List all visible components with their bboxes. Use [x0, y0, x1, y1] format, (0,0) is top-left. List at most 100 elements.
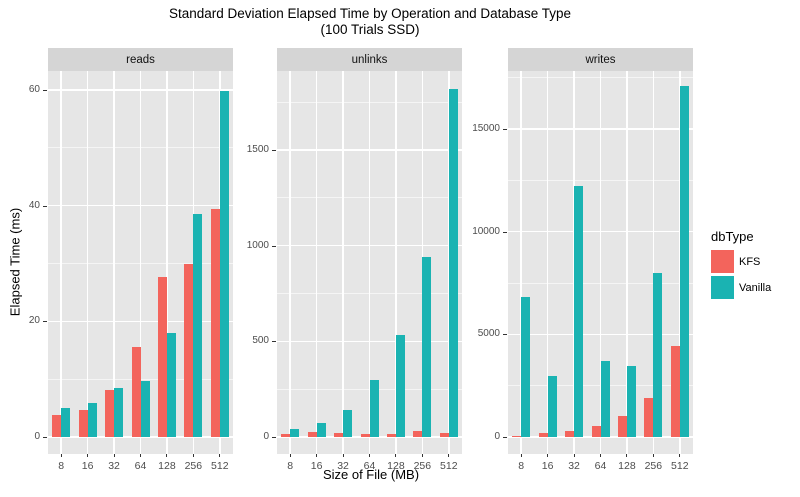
bar-writes-vanilla-32 [574, 185, 584, 437]
x-tick-label: 512 [671, 460, 689, 472]
facet-panel-writes [508, 71, 693, 454]
legend-key-vanilla: Vanilla [711, 276, 799, 299]
bar-unlinks-vanilla-512 [448, 88, 458, 437]
facet-strip-unlinks: unlinks [277, 48, 462, 71]
bar-unlinks-vanilla-256 [422, 257, 432, 437]
x-axis-tick [547, 454, 549, 457]
bar-writes-vanilla-128 [626, 366, 636, 437]
bar-writes-vanilla-512 [679, 86, 689, 437]
bar-reads-vanilla-32 [114, 388, 124, 437]
x-axis-tick [113, 454, 115, 457]
bar-unlinks-kfs-256 [413, 430, 423, 437]
bar-unlinks-kfs-16 [307, 431, 317, 437]
bar-writes-vanilla-64 [600, 361, 610, 437]
bar-unlinks-kfs-512 [439, 433, 449, 437]
x-axis-tick [342, 454, 344, 457]
chart-title-line1: Standard Deviation Elapsed Time by Opera… [168, 6, 571, 21]
bar-unlinks-vanilla-64 [369, 379, 379, 437]
legend-title: dbType [711, 229, 754, 244]
gridline-major-v [395, 71, 397, 454]
bar-writes-vanilla-16 [547, 375, 557, 437]
x-axis-tick [192, 454, 194, 457]
x-tick-label: 32 [108, 460, 120, 472]
x-axis-tick [421, 454, 423, 457]
gridline-major-v [342, 71, 344, 454]
bar-writes-kfs-64 [591, 425, 601, 437]
x-tick-label: 256 [413, 460, 432, 472]
gridline-major-v [315, 71, 318, 454]
y-tick-label: 500 [252, 335, 269, 347]
bar-writes-kfs-8 [512, 435, 522, 437]
x-axis-tick [60, 454, 62, 457]
y-tick-label: 0 [263, 431, 269, 442]
x-axis-tick [448, 454, 450, 457]
x-axis-tick [289, 454, 291, 457]
x-axis-tick [679, 454, 681, 457]
bar-writes-kfs-128 [617, 416, 627, 437]
x-tick-label: 64 [363, 460, 376, 472]
x-tick-label: 16 [310, 460, 323, 472]
facet-strip-writes: writes [508, 48, 693, 71]
x-axis-tick [600, 454, 601, 457]
bar-reads-vanilla-128 [166, 332, 176, 437]
gridline-major-v [626, 71, 628, 454]
bar-reads-kfs-32 [105, 390, 115, 437]
gridline-major-v [60, 71, 62, 454]
x-axis-title: Size of File (MB) [322, 467, 420, 482]
bar-reads-vanilla-16 [87, 402, 97, 437]
y-tick-label: 10000 [472, 225, 500, 237]
y-axis-tick [272, 149, 276, 151]
x-axis-tick [219, 454, 221, 457]
chart-title: Standard Deviation Elapsed Time by Opera… [40, 6, 700, 38]
bar-reads-vanilla-8 [61, 407, 71, 437]
y-axis-title: Elapsed Time (ms) [7, 207, 23, 317]
bar-reads-kfs-8 [52, 415, 62, 437]
gridline-major-v [520, 71, 522, 454]
bar-unlinks-kfs-64 [360, 434, 370, 437]
y-axis-tick [43, 205, 47, 207]
x-tick-label: 8 [518, 460, 525, 472]
x-tick-label: 8 [287, 460, 294, 472]
x-axis-tick [316, 454, 318, 457]
x-axis-tick [166, 454, 168, 457]
x-tick-label: 128 [618, 460, 636, 472]
facet-panel-reads [48, 71, 233, 454]
gridline-major-v [546, 71, 549, 454]
bar-writes-kfs-256 [644, 397, 654, 437]
legend-swatch-kfs [711, 250, 734, 273]
y-tick-label: 60 [28, 84, 40, 96]
facet-panel-unlinks [277, 71, 462, 454]
y-tick-label: 0 [34, 431, 40, 442]
x-tick-label: 32 [337, 460, 349, 472]
bar-unlinks-kfs-32 [334, 432, 344, 437]
y-axis-tick [503, 129, 507, 131]
bar-writes-kfs-16 [538, 433, 548, 437]
x-axis-tick [87, 454, 89, 457]
gridline-major-v [166, 71, 168, 454]
x-tick-label: 512 [440, 460, 458, 472]
x-tick-label: 64 [594, 460, 607, 472]
bar-unlinks-vanilla-16 [316, 423, 326, 437]
bar-reads-vanilla-512 [219, 90, 229, 437]
gridline-major-v [139, 71, 142, 454]
facet-strip-label: unlinks [351, 53, 388, 66]
bar-reads-kfs-128 [157, 277, 167, 437]
y-tick-label: 40 [28, 199, 40, 211]
y-axis-tick [272, 245, 276, 247]
x-tick-label: 8 [58, 460, 65, 472]
x-tick-label: 128 [387, 460, 405, 472]
bar-unlinks-vanilla-32 [343, 410, 353, 437]
x-tick-label: 32 [568, 460, 580, 472]
bar-writes-vanilla-256 [653, 272, 663, 437]
x-axis-tick [626, 454, 628, 457]
y-tick-label: 0 [494, 431, 500, 442]
x-tick-label: 16 [81, 460, 94, 472]
y-axis-tick [43, 321, 47, 323]
bar-unlinks-vanilla-8 [290, 429, 300, 437]
gridline-major-v [599, 71, 602, 454]
x-axis-tick [395, 454, 397, 457]
x-axis-tick [652, 454, 654, 457]
x-tick-label: 16 [541, 460, 554, 472]
gridline-major-v [113, 71, 115, 454]
bar-reads-kfs-16 [78, 410, 88, 437]
